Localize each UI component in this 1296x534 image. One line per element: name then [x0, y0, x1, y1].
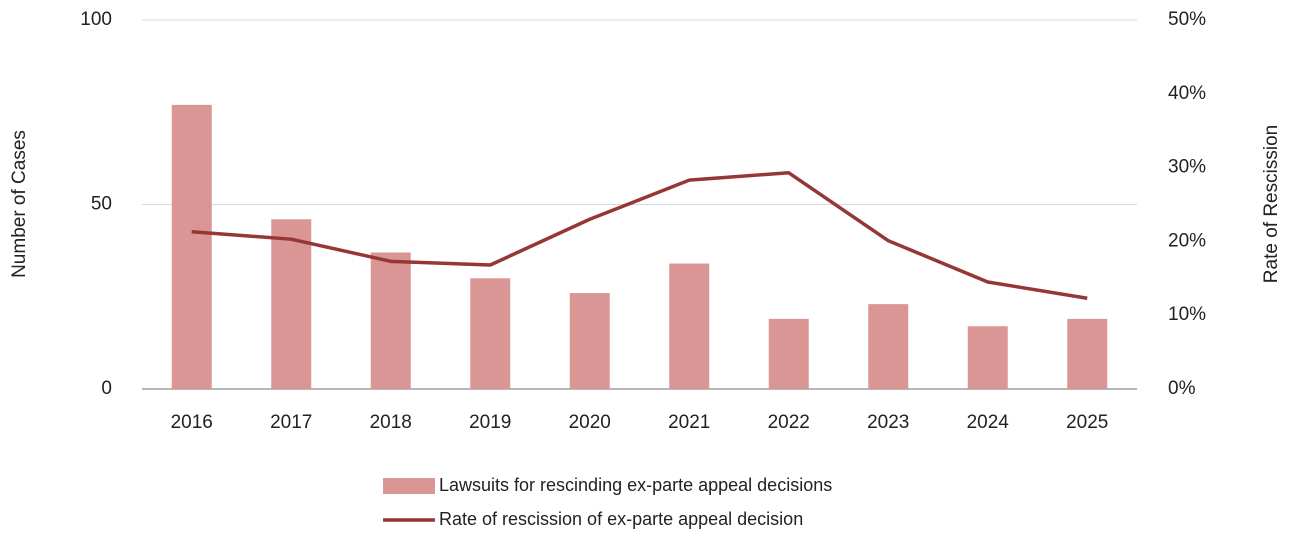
legend-swatch — [383, 478, 435, 494]
bar — [768, 318, 809, 389]
x-tick-label: 2025 — [1066, 412, 1108, 433]
x-tick-label: 2022 — [768, 412, 810, 433]
legend-label: Rate of rescission of ex-parte appeal de… — [439, 509, 803, 529]
x-tick-label: 2017 — [270, 412, 312, 433]
bar — [171, 104, 212, 390]
x-tick-label: 2019 — [469, 412, 511, 433]
y-tick-label: 50 — [91, 194, 112, 215]
y2-tick-label: 30% — [1168, 157, 1206, 178]
x-tick-label: 2020 — [569, 412, 611, 433]
y-axis-label: Number of Cases — [9, 130, 30, 278]
x-tick-label: 2018 — [370, 412, 412, 433]
x-tick-label: 2021 — [668, 412, 710, 433]
x-tick-label: 2016 — [171, 412, 213, 433]
y2-tick-label: 40% — [1168, 83, 1206, 104]
legend-label: Lawsuits for rescinding ex-parte appeal … — [439, 475, 832, 495]
y-tick-label: 100 — [80, 9, 112, 30]
y2-tick-label: 20% — [1168, 230, 1206, 251]
y2-tick-label: 50% — [1168, 9, 1206, 30]
line — [191, 171, 1088, 300]
bar — [470, 278, 511, 389]
bar — [669, 263, 710, 389]
y-tick-label: 0 — [101, 378, 112, 399]
bar — [967, 326, 1008, 389]
x-tick-label: 2024 — [967, 412, 1010, 433]
bar — [569, 293, 610, 389]
x-tick-label: 2023 — [867, 412, 909, 433]
y2-tick-label: 0% — [1168, 378, 1196, 399]
bar — [370, 252, 411, 389]
bar — [868, 304, 909, 389]
bar — [1067, 318, 1108, 389]
y2-tick-label: 10% — [1168, 304, 1206, 325]
y2-axis-label: Rate of Rescission — [1261, 125, 1282, 283]
bar — [271, 219, 312, 389]
